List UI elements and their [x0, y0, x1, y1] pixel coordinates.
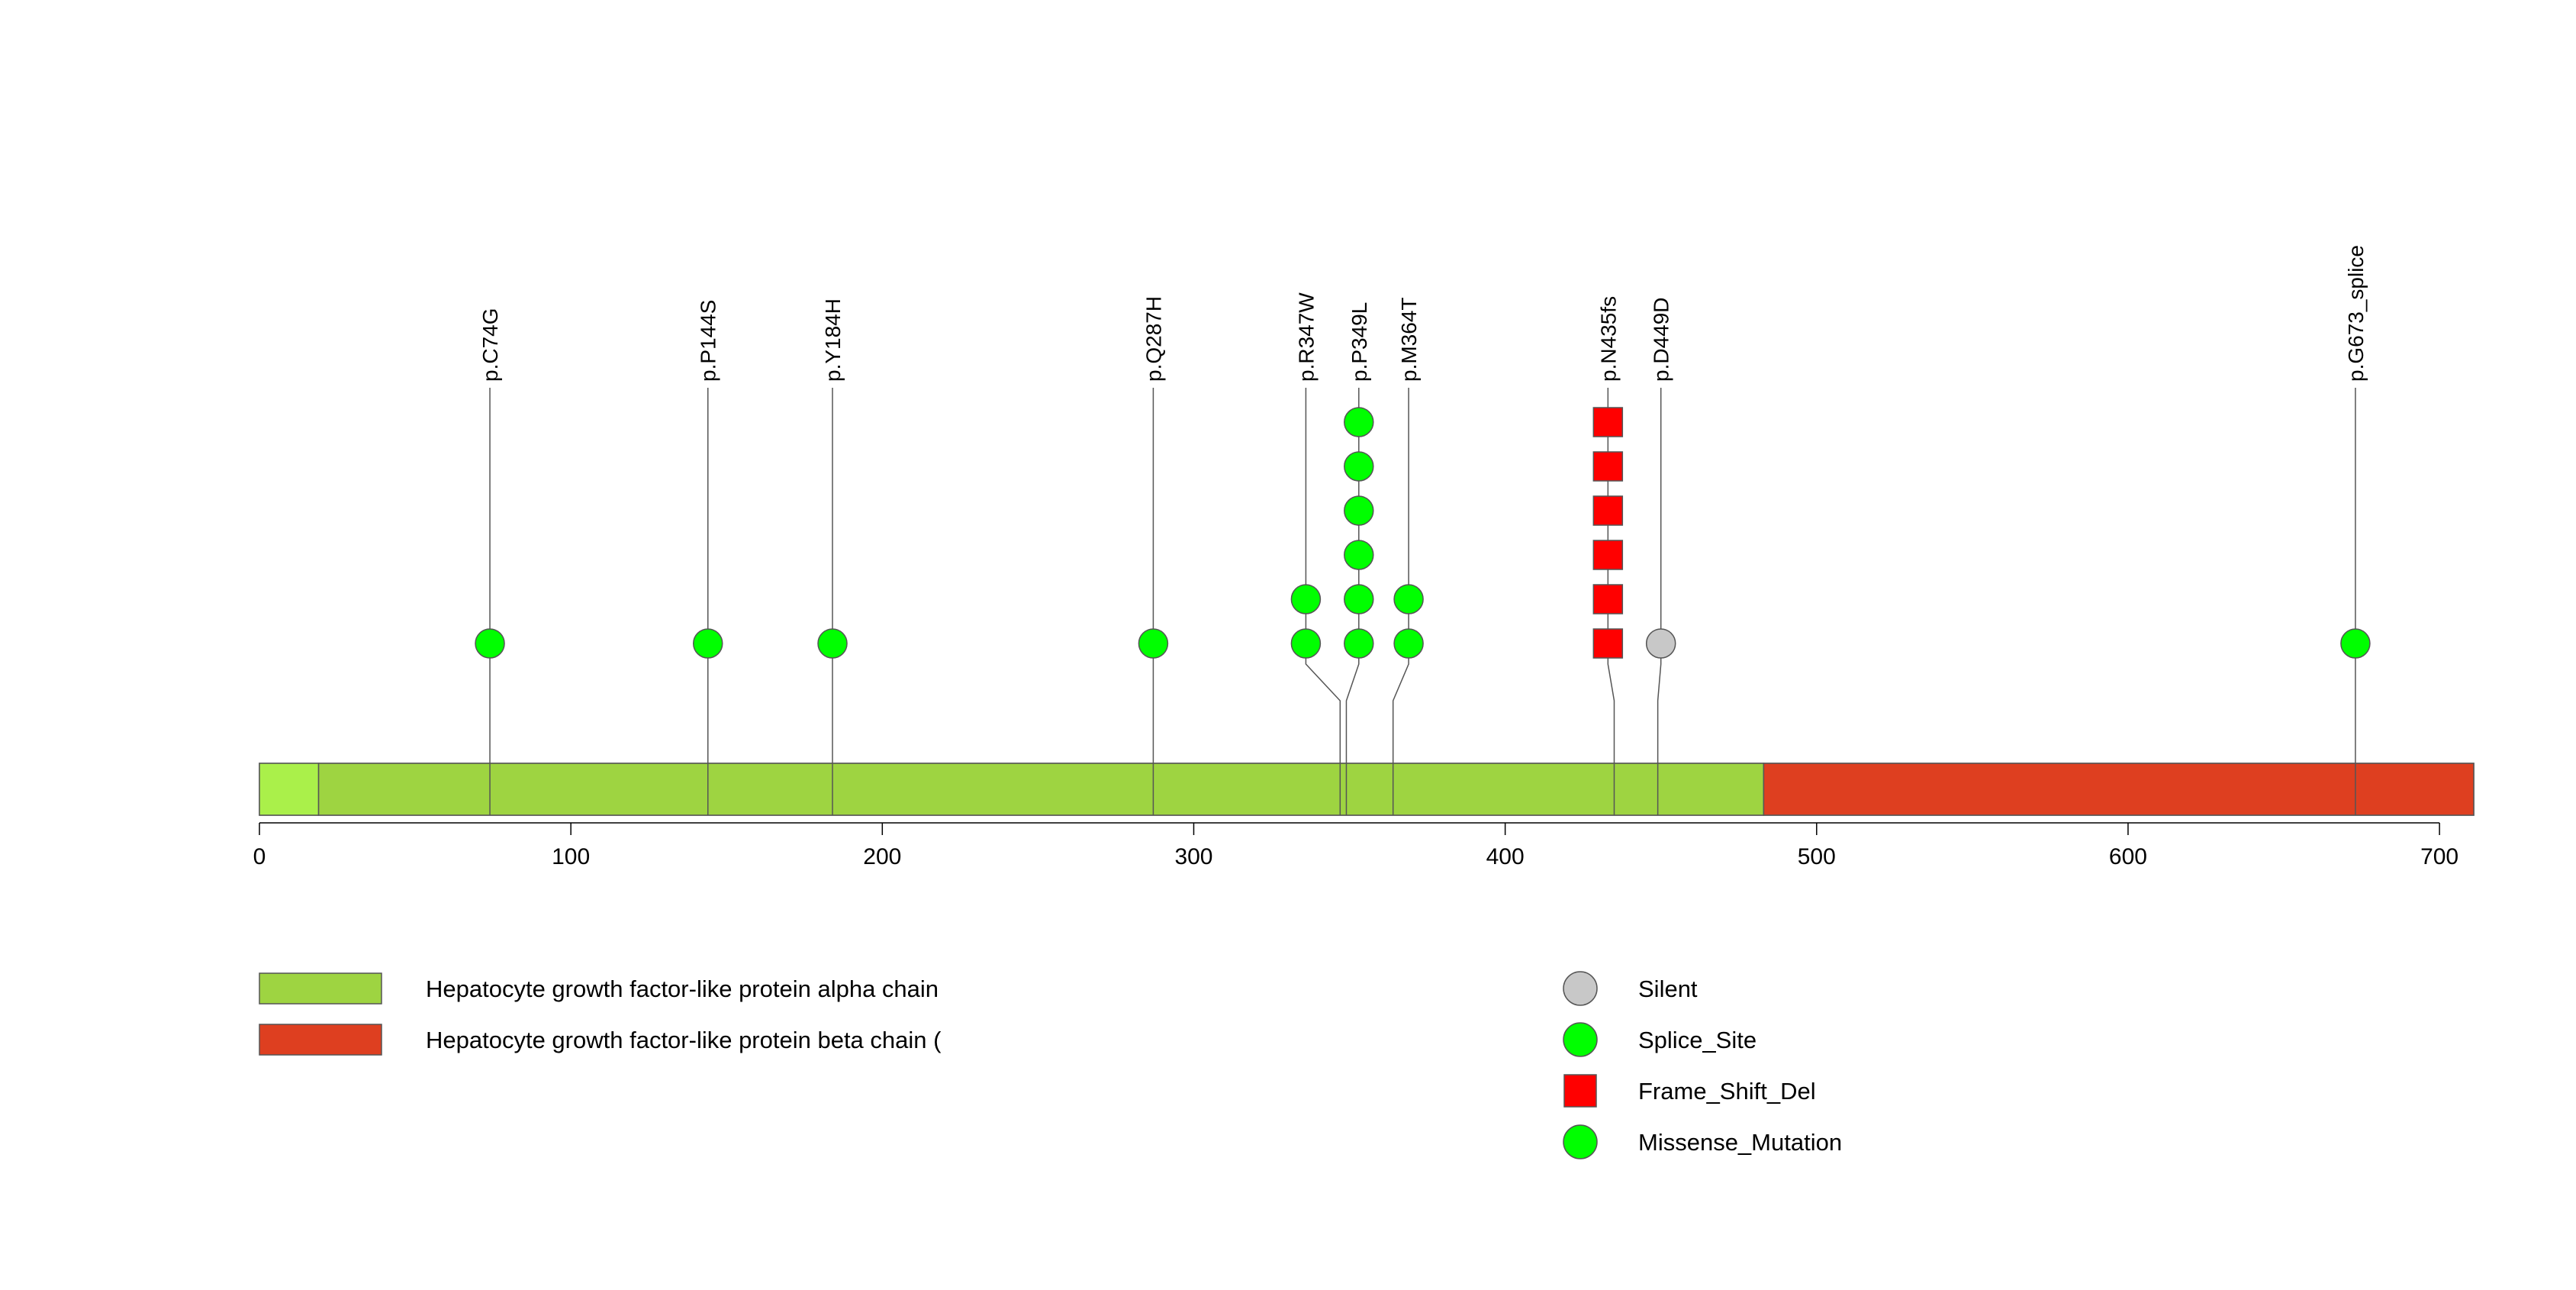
mutation-label-1: p.C74G — [478, 308, 502, 382]
legend-domain-swatch-2 — [259, 1024, 382, 1056]
domain-legend: Hepatocyte growth factor-like protein al… — [259, 972, 942, 1056]
marker-pD449D-1 — [1645, 628, 1676, 659]
domain-1 — [317, 763, 1765, 816]
mutation-stem-5 — [1305, 388, 1341, 815]
marker-pR347W-1 — [1290, 628, 1322, 659]
marker-pN435fs-3 — [1592, 540, 1624, 570]
legend-type-swatch-1 — [1563, 971, 1598, 1006]
signal-region — [259, 763, 320, 816]
marker-pN435fs-6 — [1592, 407, 1624, 437]
x-tick-label-100: 100 — [552, 844, 590, 869]
marker-pP349L-2 — [1344, 584, 1374, 614]
marker-pM364T-2 — [1393, 584, 1424, 614]
marker-pN435fs-5 — [1592, 451, 1624, 482]
legend-type-label-3: Frame_Shift_Del — [1638, 1078, 1816, 1105]
x-tick-label-400: 400 — [1486, 844, 1525, 869]
legend-domain-label-2: Hepatocyte growth factor-like protein be… — [426, 1027, 942, 1053]
mutation-stem-7 — [1392, 388, 1409, 815]
marker-pN435fs-4 — [1592, 495, 1624, 526]
mutation-type-legend: Silent Splice_Site Frame_Shift_Del Missense… — [1563, 971, 1842, 1159]
mutation-label-7: p.M364T — [1397, 298, 1421, 382]
protein-domains — [259, 763, 2475, 816]
mutation-label-2: p.P144S — [697, 300, 720, 382]
marker-pP349L-1 — [1344, 628, 1374, 659]
mutation-stem-9 — [1657, 388, 1662, 815]
mutation-label-5: p.R347W — [1294, 292, 1318, 382]
x-tick-label-700: 700 — [2420, 844, 2458, 869]
legend-type-swatch-2 — [1563, 1022, 1598, 1057]
marker-pQ287H-1 — [1138, 628, 1169, 659]
legend-domain-swatch-1 — [259, 972, 382, 1005]
marker-pN435fs-1 — [1592, 628, 1624, 659]
x-axis: 0 100 200 300 400 500 600 700 — [253, 822, 2458, 869]
x-tick-label-300: 300 — [1174, 844, 1212, 869]
mutation-stem-6 — [1345, 388, 1360, 815]
legend-type-swatch-4 — [1563, 1124, 1598, 1159]
x-tick-label-600: 600 — [2109, 844, 2147, 869]
legend-type-label-4: Missense_Mutation — [1638, 1129, 1842, 1156]
mutation-labels: p.C74G p.P144S p.Y184H p.Q287H p.R347W p.P349… — [478, 245, 2368, 382]
mutation-label-6: p.P349L — [1348, 302, 1371, 382]
legend-domain-label-1: Hepatocyte growth factor-like protein al… — [426, 976, 939, 1002]
marker-pM364T-1 — [1393, 628, 1424, 659]
x-tick-label-0: 0 — [253, 844, 266, 869]
mutation-markers — [475, 407, 2371, 659]
mutation-label-4: p.Q287H — [1141, 296, 1165, 382]
marker-pN435fs-2 — [1592, 584, 1624, 614]
x-tick-label-200: 200 — [863, 844, 901, 869]
mutation-stems — [489, 388, 2356, 815]
marker-pG673splice-1 — [2340, 628, 2371, 659]
legend-type-label-1: Silent — [1638, 976, 1698, 1002]
marker-pY184H-1 — [817, 628, 848, 659]
marker-pP349L-5 — [1344, 451, 1374, 482]
mutation-label-9: p.D449D — [1650, 297, 1673, 382]
legend-type-swatch-3 — [1563, 1074, 1597, 1108]
mutation-label-3: p.Y184H — [821, 298, 845, 382]
marker-pR347W-2 — [1290, 584, 1322, 614]
legend-type-label-2: Splice_Site — [1638, 1027, 1757, 1053]
marker-pP349L-6 — [1344, 407, 1374, 437]
marker-pP349L-4 — [1344, 495, 1374, 526]
marker-pP144S-1 — [692, 628, 723, 659]
mutation-label-10: p.G673_splice — [2344, 245, 2368, 382]
marker-pC74G-1 — [475, 628, 505, 659]
mutation-stem-8 — [1607, 388, 1615, 815]
x-tick-label-500: 500 — [1798, 844, 1836, 869]
domain-2 — [1763, 763, 2475, 816]
mutation-label-8: p.N435fs — [1596, 296, 1620, 382]
marker-pP349L-3 — [1344, 540, 1374, 570]
